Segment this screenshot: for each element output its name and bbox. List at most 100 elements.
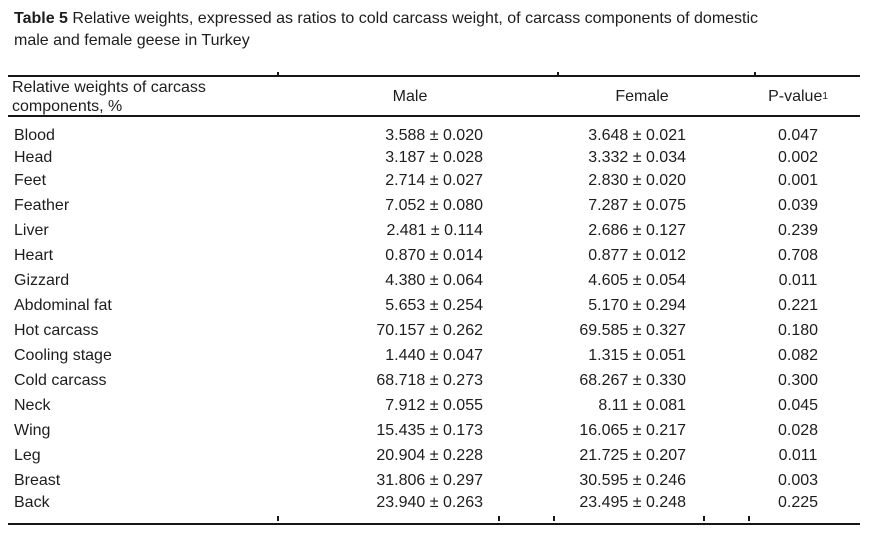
row-male-value: 2.714 ± 0.027: [385, 171, 483, 189]
row-component: Gizzard: [14, 271, 70, 289]
row-female-value: 0.877 ± 0.012: [588, 246, 686, 264]
row-component: Cold carcass: [14, 371, 107, 389]
row-female-value: 68.267 ± 0.330: [579, 371, 686, 389]
row-component: Head: [14, 149, 53, 166]
table-row: Hot carcass 70.157 ± 0.262 69.585 ± 0.32…: [8, 318, 860, 343]
row-pvalue: 0.028: [777, 421, 819, 439]
table-row: Leg 20.904 ± 0.228 21.725 ± 0.207 0.011: [8, 443, 860, 468]
row-male-value: 7.052 ± 0.080: [385, 196, 483, 214]
table-caption-text-line1: Relative weights, expressed as ratios to…: [72, 10, 759, 27]
row-pvalue: 0.045: [777, 396, 819, 414]
row-female-value: 1.315 ± 0.051: [588, 346, 686, 364]
row-female-value: 2.686 ± 0.127: [588, 221, 686, 239]
header-female: Female: [615, 87, 669, 105]
table-caption: Table 5 Relative weights, expressed as r…: [14, 8, 870, 52]
row-male-value: 3.187 ± 0.028: [385, 149, 483, 166]
row-male-value: 5.653 ± 0.254: [385, 296, 483, 314]
row-female-value: 69.585 ± 0.327: [579, 321, 686, 339]
rule-tick: [498, 516, 500, 521]
row-female-value: 21.725 ± 0.207: [579, 446, 686, 464]
row-male-value: 20.904 ± 0.228: [376, 446, 483, 464]
row-pvalue: 0.708: [777, 246, 819, 264]
row-male-value: 0.870 ± 0.014: [385, 246, 483, 264]
rule-tick: [557, 72, 559, 77]
row-female-value: 2.830 ± 0.020: [588, 171, 686, 189]
row-female-value: 3.332 ± 0.034: [588, 149, 686, 166]
header-male: Male: [392, 87, 428, 105]
row-pvalue: 0.300: [777, 371, 819, 389]
row-pvalue: 0.001: [777, 171, 819, 189]
header-pvalue-text: P-value: [768, 87, 823, 105]
table-body: Blood 3.588 ± 0.020 3.648 ± 0.021 0.047 …: [8, 117, 860, 523]
rule-tick: [277, 516, 279, 521]
table-row: Liver 2.481 ± 0.114 2.686 ± 0.127 0.239: [8, 218, 860, 243]
table-row: Feather 7.052 ± 0.080 7.287 ± 0.075 0.03…: [8, 193, 860, 218]
table-row: Wing 15.435 ± 0.173 16.065 ± 0.217 0.028: [8, 418, 860, 443]
row-pvalue: 0.011: [778, 271, 818, 289]
row-component: Liver: [14, 221, 49, 239]
header-pvalue: P-value 1: [768, 87, 828, 105]
row-component: Cooling stage: [14, 346, 112, 364]
row-male-value: 15.435 ± 0.173: [376, 421, 483, 439]
table-row: Abdominal fat 5.653 ± 0.254 5.170 ± 0.29…: [8, 293, 860, 318]
row-pvalue: 0.011: [778, 446, 818, 464]
row-male-value: 2.481 ± 0.114: [386, 221, 483, 239]
table-row: Back 23.940 ± 0.263 23.495 ± 0.248 0.225: [8, 493, 860, 513]
row-male-value: 31.806 ± 0.297: [376, 471, 483, 489]
row-pvalue: 0.221: [777, 296, 819, 314]
data-table: Relative weights of carcass components, …: [8, 72, 860, 525]
row-male-value: 23.940 ± 0.263: [376, 494, 483, 511]
rule-tick: [553, 516, 555, 521]
row-component: Blood: [14, 126, 55, 144]
row-component: Heart: [14, 246, 54, 264]
table-header-row: Relative weights of carcass components, …: [8, 77, 860, 117]
table-row: Neck 7.912 ± 0.055 8.11 ± 0.081 0.045: [8, 393, 860, 418]
table-row: Gizzard 4.380 ± 0.064 4.605 ± 0.054 0.01…: [8, 268, 860, 293]
row-pvalue: 0.002: [777, 149, 819, 166]
row-female-value: 5.170 ± 0.294: [588, 296, 686, 314]
header-components-line2: components, %: [12, 98, 123, 115]
row-component: Abdominal fat: [14, 296, 112, 314]
row-pvalue: 0.225: [777, 494, 819, 511]
rule-tick: [754, 72, 756, 77]
row-female-value: 8.11 ± 0.081: [598, 396, 686, 414]
row-male-value: 68.718 ± 0.273: [376, 371, 483, 389]
rule-tick: [703, 516, 705, 521]
row-component: Leg: [14, 446, 41, 464]
row-component: Neck: [14, 396, 51, 414]
row-component: Feather: [14, 196, 70, 214]
row-component: Back: [14, 494, 50, 511]
row-female-value: 16.065 ± 0.217: [579, 421, 686, 439]
row-male-value: 7.912 ± 0.055: [385, 396, 483, 414]
table-row: Head 3.187 ± 0.028 3.332 ± 0.034 0.002: [8, 148, 860, 168]
table-row: Breast 31.806 ± 0.297 30.595 ± 0.246 0.0…: [8, 468, 860, 493]
row-component: Wing: [14, 421, 51, 439]
table-caption-label: Table 5: [14, 10, 68, 27]
row-pvalue: 0.003: [777, 471, 819, 489]
table-row: Heart 0.870 ± 0.014 0.877 ± 0.012 0.708: [8, 243, 860, 268]
row-pvalue: 0.180: [777, 321, 819, 339]
header-components-line1: Relative weights of carcass: [12, 79, 206, 96]
row-pvalue: 0.047: [777, 126, 819, 144]
row-male-value: 1.440 ± 0.047: [385, 346, 483, 364]
row-pvalue: 0.082: [777, 346, 819, 364]
row-female-value: 23.495 ± 0.248: [579, 494, 686, 511]
row-pvalue: 0.039: [777, 196, 819, 214]
row-male-value: 70.157 ± 0.262: [376, 321, 483, 339]
table-row: Cold carcass 68.718 ± 0.273 68.267 ± 0.3…: [8, 368, 860, 393]
row-pvalue: 0.239: [777, 221, 819, 239]
table-row: Blood 3.588 ± 0.020 3.648 ± 0.021 0.047: [8, 123, 860, 148]
row-component: Breast: [14, 471, 61, 489]
row-female-value: 7.287 ± 0.075: [588, 196, 686, 214]
row-female-value: 3.648 ± 0.021: [588, 126, 686, 144]
table-row: Feet 2.714 ± 0.027 2.830 ± 0.020 0.001: [8, 168, 860, 193]
table-row: Cooling stage 1.440 ± 0.047 1.315 ± 0.05…: [8, 343, 860, 368]
row-component: Hot carcass: [14, 321, 99, 339]
row-female-value: 30.595 ± 0.246: [579, 471, 686, 489]
table-caption-text-line2: male and female geese in Turkey: [14, 32, 250, 49]
rule-tick: [748, 516, 750, 521]
header-components: Relative weights of carcass components, …: [8, 77, 300, 116]
row-component: Feet: [14, 171, 47, 189]
row-female-value: 4.605 ± 0.054: [588, 271, 686, 289]
rule-tick: [277, 72, 279, 77]
